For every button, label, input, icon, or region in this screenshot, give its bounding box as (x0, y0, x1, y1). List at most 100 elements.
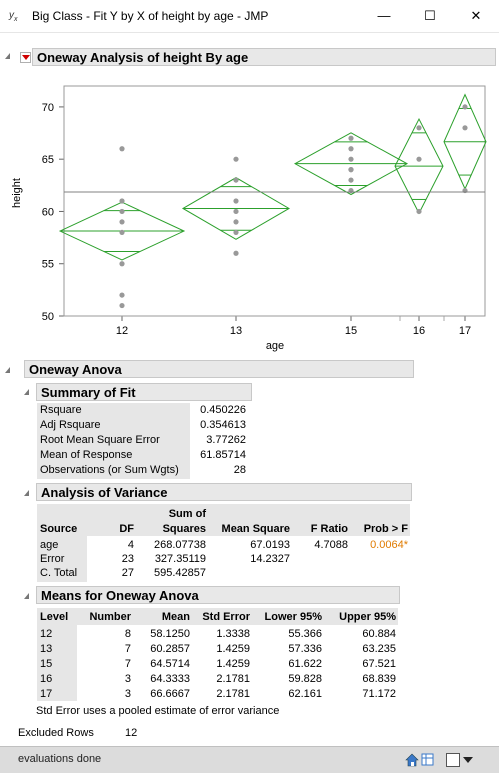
summary-value: 3.77262 (206, 434, 246, 446)
aov-cell-ms: 67.0193 (250, 539, 290, 551)
means-cell-lower: 61.622 (288, 658, 322, 670)
y-axis-label: height (11, 178, 23, 208)
aov-cell-df: 23 (121, 553, 134, 565)
data-point-16[interactable] (416, 156, 422, 162)
y-tick-label: 50 (42, 311, 54, 323)
status-text: evaluations done (18, 753, 102, 765)
close-button[interactable]: ✕ (470, 8, 482, 23)
x-tick-label: 12 (116, 325, 128, 337)
aov-cell-ms: 14.2327 (250, 553, 290, 565)
std-error-note: Std Error uses a pooled estimate of erro… (36, 705, 280, 717)
minimize-button[interactable]: — (377, 8, 391, 23)
means-cell-number: 8 (124, 628, 131, 640)
x-tick-label: 15 (345, 325, 357, 337)
data-point-13[interactable] (233, 250, 239, 256)
means-cell-level: 13 (40, 643, 53, 655)
data-point-12[interactable] (119, 208, 125, 215)
aov-header-f-ratio: F Ratio (310, 523, 348, 535)
window-title: Big Class - Fit Y by X of height by age … (32, 9, 269, 23)
data-point-17[interactable] (462, 125, 468, 131)
means-cell-level: 15 (40, 658, 53, 670)
aov-header-df: DF (119, 523, 134, 535)
data-point-13[interactable] (233, 198, 239, 204)
jmp-app-icon[interactable]: yx (9, 10, 18, 23)
means-cell-level: 16 (40, 673, 53, 685)
y-tick-label: 60 (42, 206, 54, 218)
disclosure-icon[interactable] (24, 490, 29, 496)
data-point-13[interactable] (233, 229, 239, 235)
data-point-12[interactable] (119, 261, 125, 267)
data-point-13[interactable] (233, 219, 239, 225)
data-point-13[interactable] (233, 208, 239, 215)
aov-cell-ss: 595.42857 (154, 567, 206, 579)
status-bar: evaluations done (0, 746, 499, 773)
means-header-std-error: Std Error (202, 611, 250, 623)
data-point-12[interactable] (119, 146, 125, 152)
means-cell-lower: 59.828 (288, 673, 322, 685)
data-point-12[interactable] (119, 302, 125, 309)
means-header-mean: Mean (161, 611, 190, 623)
means-cell-upper: 71.172 (362, 688, 396, 700)
disclosure-icon[interactable] (24, 593, 29, 599)
means-cell-number: 3 (124, 673, 131, 685)
maximize-button[interactable]: ☐ (424, 8, 436, 23)
aov-cell-source: C. Total (40, 567, 78, 579)
x-tick-label: 17 (459, 325, 471, 337)
means-cell-lower: 62.161 (288, 688, 322, 700)
means-header-level: Level (40, 611, 69, 623)
means-cell-mean: 58.1250 (150, 628, 190, 640)
excluded-rows-value: 12 (125, 727, 138, 739)
means-cell-se: 1.4259 (216, 658, 250, 670)
means-cell-number: 7 (124, 643, 131, 655)
window-titlebar: yx Big Class - Fit Y by X of height by a… (0, 0, 499, 33)
excluded-rows-label: Excluded Rows (18, 727, 94, 739)
y-tick-label: 65 (42, 154, 54, 166)
aov-header-prob: Prob > F (363, 523, 408, 535)
disclosure-icon[interactable] (5, 367, 10, 373)
data-point-15[interactable] (348, 146, 354, 152)
data-point-12[interactable] (119, 219, 125, 225)
means-cell-mean: 64.5714 (150, 658, 190, 670)
data-point-15[interactable] (348, 156, 354, 162)
means-cell-lower: 57.336 (288, 643, 322, 655)
report-content: Oneway Analysis of height By age height … (0, 33, 499, 746)
data-point-15[interactable] (348, 167, 354, 173)
x-tick-label: 16 (413, 325, 425, 337)
data-point-12[interactable] (119, 229, 125, 235)
window-select-checkbox[interactable] (446, 753, 460, 767)
summary-of-fit-header: Summary of Fit (36, 383, 252, 401)
means-level-column (37, 625, 77, 701)
data-point-17[interactable] (462, 104, 468, 110)
home-icon[interactable] (404, 752, 420, 768)
summary-label: Mean of Response (40, 449, 133, 461)
oneway-plot[interactable]: height age 70 65 60 55 50 12 13 15 16 17 (0, 67, 499, 357)
means-cell-lower: 55.366 (288, 628, 322, 640)
summary-value: 0.354613 (200, 419, 246, 431)
means-cell-upper: 60.884 (362, 628, 396, 640)
oneway-anova-header: Oneway Anova (24, 360, 414, 378)
means-cell-se: 1.3338 (216, 628, 250, 640)
means-cell-se: 2.1781 (216, 673, 250, 685)
disclosure-icon[interactable] (24, 389, 29, 395)
data-point-15[interactable] (348, 177, 354, 183)
data-point-16[interactable] (416, 208, 422, 215)
means-header-number: Number (89, 611, 131, 623)
summary-value: 28 (233, 464, 246, 476)
data-point-12[interactable] (119, 292, 125, 298)
data-point-16[interactable] (416, 125, 422, 131)
table-window-icon[interactable] (420, 752, 436, 768)
means-cell-level: 12 (40, 628, 53, 640)
data-point-13[interactable] (233, 156, 239, 162)
red-triangle-menu-icon[interactable] (20, 52, 31, 63)
disclosure-icon[interactable] (5, 53, 10, 59)
aov-cell-source: age (40, 539, 59, 551)
aov-header-sum: Sum of (168, 508, 206, 520)
data-point-12[interactable] (119, 198, 125, 204)
means-cell-mean: 66.6667 (150, 688, 190, 700)
means-cell-upper: 63.235 (362, 643, 396, 655)
means-header-row (37, 608, 398, 625)
data-point-15[interactable] (348, 135, 354, 141)
data-point-13[interactable] (233, 177, 239, 183)
chevron-down-icon[interactable] (462, 755, 474, 765)
analysis-of-variance-header: Analysis of Variance (36, 483, 412, 501)
